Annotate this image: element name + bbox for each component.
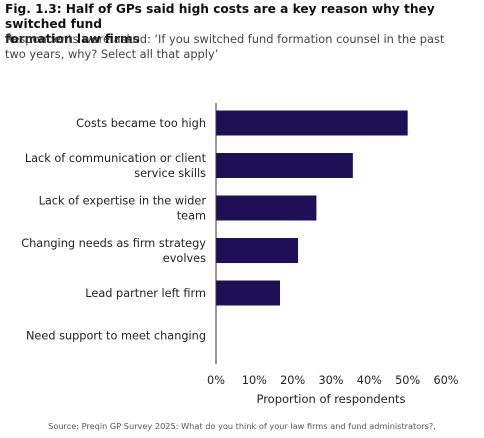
category-label-3-line-1: Lack of expertise in the wider bbox=[39, 195, 207, 208]
chart-title-line-2: formation law firms bbox=[5, 32, 140, 46]
chart-subtitle: Respondents were asked: ‘If you switched… bbox=[5, 32, 481, 62]
bar-3 bbox=[216, 195, 317, 221]
x-tick-label-40: 40% bbox=[357, 374, 382, 387]
bar-4 bbox=[216, 238, 299, 263]
bar-chart: Costs became too high Lack of communicati… bbox=[21, 103, 459, 406]
bar-5 bbox=[216, 280, 281, 306]
chart-subtitle-line-1: Respondents were asked: ‘If you switched… bbox=[5, 32, 445, 46]
category-label-4-line-1: Changing needs as firm strategy bbox=[21, 237, 206, 250]
category-label-2-line-1: Lack of communication or client bbox=[25, 152, 207, 165]
x-axis-title: Proportion of respondents bbox=[256, 392, 405, 406]
category-label-4-line-2: evolves bbox=[163, 252, 206, 265]
x-tick-label-30: 30% bbox=[318, 374, 343, 387]
category-label-5: Lead partner left firm bbox=[85, 287, 206, 300]
category-label-6: Need support to meet changing bbox=[26, 330, 206, 343]
category-label-3-line-2: team bbox=[177, 210, 206, 223]
x-tick-labels-group: 0% 10% 20% 30% 40% 50% 60% bbox=[207, 374, 459, 387]
x-tick-label-0: 0% bbox=[207, 374, 225, 387]
x-tick-label-10: 10% bbox=[242, 374, 267, 387]
category-labels-group: Costs became too high Lack of communicati… bbox=[21, 117, 206, 343]
x-tick-label-60: 60% bbox=[433, 374, 458, 387]
x-tick-label-50: 50% bbox=[395, 374, 420, 387]
source-note: Source: Preqin GP Survey 2025: What do y… bbox=[48, 421, 436, 431]
bar-1 bbox=[216, 110, 408, 136]
category-label-2-line-2: service skills bbox=[134, 167, 206, 180]
chart-subtitle-line-2: two years, why? Select all that apply’ bbox=[5, 47, 219, 61]
category-label-1: Costs became too high bbox=[76, 117, 206, 130]
chart-title-line-1: Fig. 1.3: Half of GPs said high costs ar… bbox=[5, 2, 435, 31]
x-tick-label-20: 20% bbox=[280, 374, 305, 387]
chart-title: Fig. 1.3: Half of GPs said high costs ar… bbox=[5, 2, 481, 47]
bars-group bbox=[216, 110, 408, 306]
bar-2 bbox=[216, 153, 353, 178]
